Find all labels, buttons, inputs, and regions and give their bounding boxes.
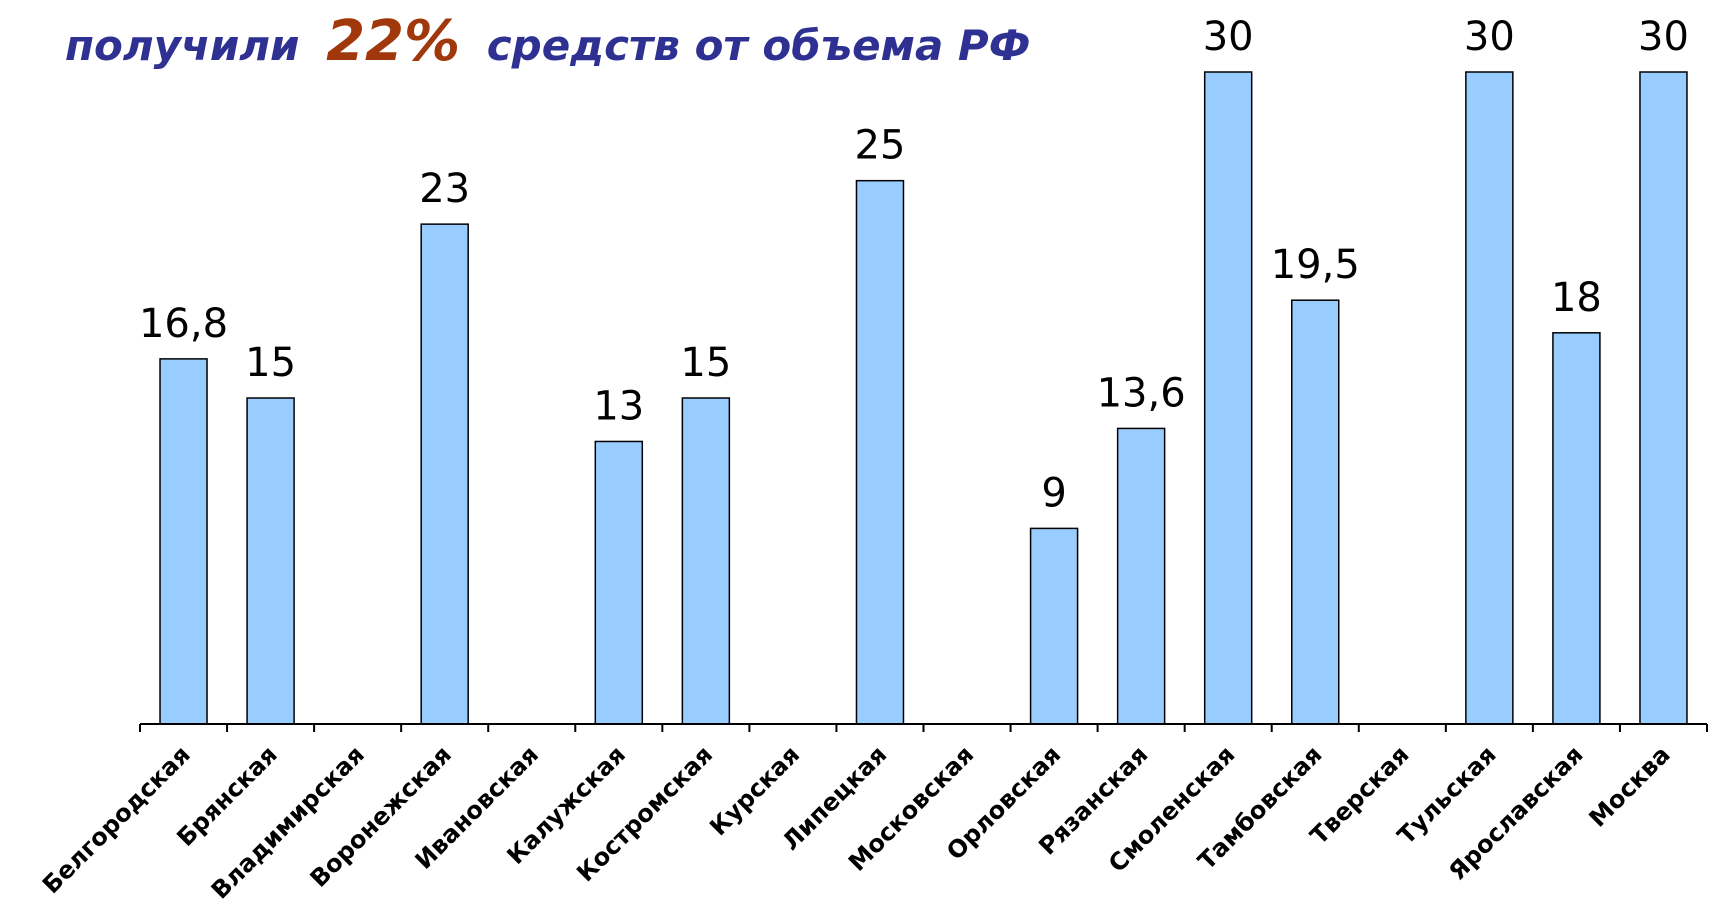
value-label: 13,6 bbox=[1097, 370, 1186, 416]
bar bbox=[855, 179, 905, 725]
value-label: 15 bbox=[680, 340, 731, 386]
value-label: 25 bbox=[855, 123, 906, 169]
value-label: 30 bbox=[1638, 14, 1689, 60]
x-tick-label: Москва bbox=[1584, 740, 1676, 832]
value-label: 18 bbox=[1551, 275, 1602, 321]
bar bbox=[1291, 299, 1340, 725]
value-label: 23 bbox=[419, 166, 470, 212]
title-highlight: 22% bbox=[326, 9, 460, 74]
bar bbox=[1116, 427, 1166, 725]
title-part: средств от объема РФ bbox=[487, 21, 1031, 70]
bar bbox=[159, 358, 208, 725]
x-tick-label: Белгородская bbox=[37, 740, 196, 899]
chart-title: получили 22% средств от объема РФ bbox=[65, 9, 1030, 74]
bar bbox=[1552, 332, 1601, 725]
bar bbox=[1203, 71, 1253, 725]
value-label: 16,8 bbox=[139, 301, 228, 347]
bar bbox=[246, 397, 295, 725]
value-label: 13 bbox=[593, 383, 644, 429]
value-label: 9 bbox=[1041, 470, 1066, 516]
bar bbox=[1465, 71, 1514, 725]
bar bbox=[420, 223, 469, 725]
value-label: 15 bbox=[245, 340, 296, 386]
value-label: 30 bbox=[1464, 14, 1515, 60]
value-label: 19,5 bbox=[1271, 242, 1360, 288]
title-part: получили bbox=[65, 21, 299, 70]
bar bbox=[681, 397, 731, 725]
bar bbox=[1029, 527, 1079, 725]
value-label: 30 bbox=[1203, 14, 1254, 60]
x-tick-label: Владимирская bbox=[206, 740, 370, 904]
bar bbox=[1639, 71, 1688, 725]
bar bbox=[594, 440, 644, 725]
